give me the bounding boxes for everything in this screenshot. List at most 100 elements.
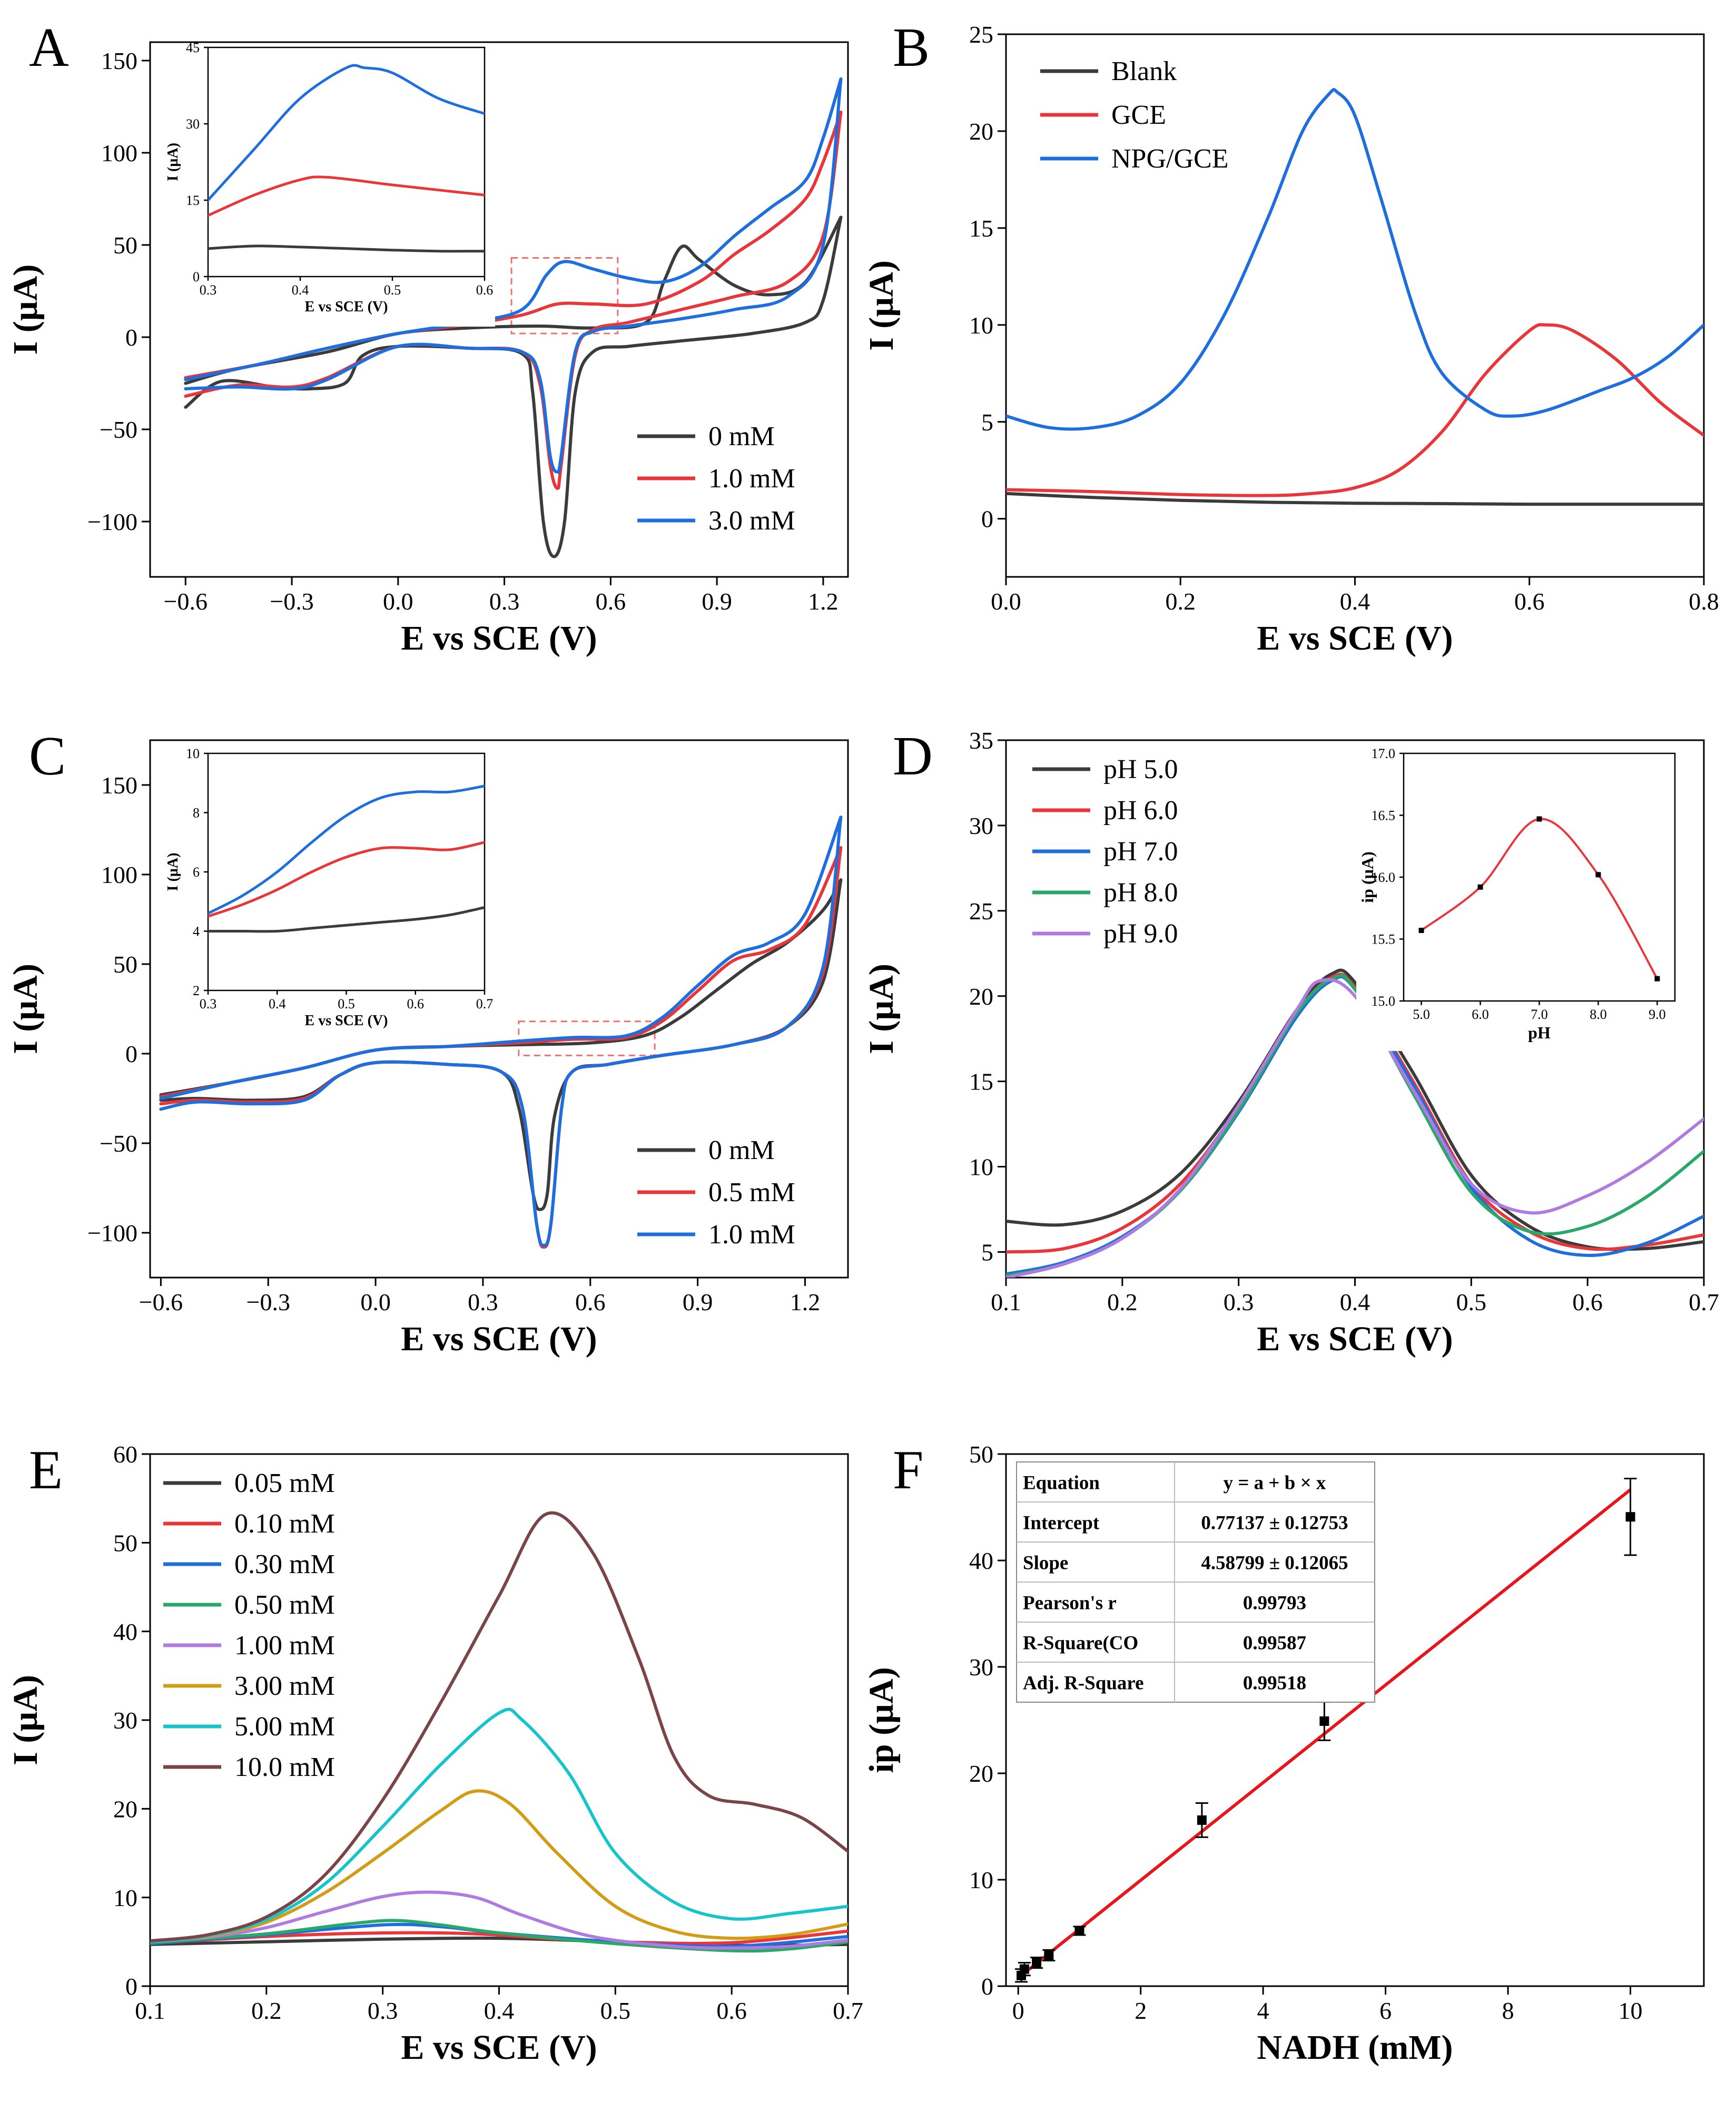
inset-y-tick-label: 2 <box>193 983 200 998</box>
y-tick-label: 35 <box>969 727 993 754</box>
panel-b: B 0.0 0.2 0.4 0.6 0.8 0 5 10 15 20 25 E vs SCE (V) I … <box>862 16 1719 657</box>
legend-label: pH 7.0 <box>1103 837 1178 867</box>
x-tick-label: 0.6 <box>1572 1289 1603 1315</box>
inset-data-point <box>1595 872 1601 878</box>
inset-y-tick-label: 15.0 <box>1372 994 1396 1009</box>
legend-label: 10.0 mM <box>234 1752 335 1782</box>
series-line-1-0-mm <box>208 784 485 915</box>
x-tick-label: 0.4 <box>484 1997 515 2024</box>
inset-data-point <box>1477 884 1483 890</box>
y-tick-label: 10 <box>969 1867 993 1893</box>
x-tick-label: 0.2 <box>1166 588 1196 615</box>
stats-table-key: Adj. R-Square <box>1023 1673 1144 1694</box>
y-tick-label: 60 <box>113 1441 137 1468</box>
panel-letter: E <box>29 1439 63 1500</box>
x-tick-label: −0.6 <box>139 1289 183 1315</box>
y-tick-label: 100 <box>101 861 137 888</box>
y-tick-label: 0 <box>981 1973 993 2000</box>
series-line-0-50-mm <box>150 1919 848 1953</box>
legend-label: 3.0 mM <box>708 506 795 536</box>
legend-label: 0.30 mM <box>234 1549 335 1579</box>
legend-label: 0.50 mM <box>234 1590 335 1620</box>
y-tick-label: 25 <box>969 898 993 925</box>
legend: 0 mM 1.0 mM 3.0 mM <box>637 421 795 536</box>
x-tick-label: 0.2 <box>1107 1289 1138 1315</box>
inset-chart: 0.3 0.4 0.5 0.6 0.7 2 4 6 8 10 E vs SCE (V) I (µA) <box>161 746 495 1040</box>
series-line-3-0-mm <box>184 77 843 381</box>
y-axis-title: I (µA) <box>6 1675 45 1765</box>
series-line-3-00-mm <box>150 1789 848 1943</box>
y-tick-label: 0 <box>125 1973 137 2000</box>
inset-x-tick-label: 0.3 <box>200 996 217 1012</box>
inset-y-tick-label: 16.0 <box>1372 870 1396 885</box>
series-line-0-mm <box>208 906 485 933</box>
series-line-1-00-mm <box>150 1890 848 1950</box>
inset-y-axis-title: I (µA) <box>165 853 181 891</box>
x-tick-label: 0.3 <box>1224 1289 1254 1315</box>
data-point <box>1019 1964 1029 1974</box>
stats-table-value: 0.99587 <box>1243 1633 1306 1654</box>
series-line-1-0-mm <box>159 816 843 1247</box>
x-tick-label: 0.4 <box>1340 588 1370 615</box>
x-tick-label: −0.6 <box>164 588 208 615</box>
series-line-1-0-mm <box>159 816 843 1100</box>
y-tick-label: 50 <box>113 232 137 259</box>
inset-x-tick-label: 6.0 <box>1472 1007 1489 1022</box>
y-tick-label: 20 <box>113 1795 137 1822</box>
y-tick-label: 20 <box>969 983 993 1010</box>
x-tick-label: 0.4 <box>1340 1289 1370 1315</box>
series-line-5-00-mm <box>150 1707 848 1943</box>
legend: 0 mM 0.5 mM 1.0 mM <box>637 1135 795 1250</box>
y-tick-label: 50 <box>113 1529 137 1556</box>
inset-x-tick-label: 0.5 <box>338 996 355 1012</box>
series-line-0-mm <box>208 244 485 253</box>
series-line-10-0-mm <box>150 1511 848 1943</box>
inset-x-tick-label: 8.0 <box>1590 1007 1607 1022</box>
inset-background <box>161 751 495 1040</box>
panel-letter: F <box>893 1439 923 1500</box>
y-tick-label: 15 <box>969 215 993 242</box>
inset-x-tick-label: 7.0 <box>1531 1007 1548 1022</box>
inset-data-point <box>1536 816 1542 822</box>
x-tick-label: 0.9 <box>702 588 732 615</box>
x-axis-title: E vs SCE (V) <box>1257 619 1453 657</box>
y-tick-label: 30 <box>113 1707 137 1734</box>
inset-y-tick-label: 15 <box>186 193 200 208</box>
series-line-ph-9-0 <box>1006 978 1704 1278</box>
series-line-blank <box>1006 492 1704 506</box>
legend-label: pH 8.0 <box>1103 878 1178 908</box>
inset-y-tick-label: 15.5 <box>1372 932 1396 947</box>
inset-x-tick-label: 0.3 <box>200 282 217 298</box>
legend-label: pH 5.0 <box>1103 754 1178 784</box>
legend-label: 0.10 mM <box>234 1509 335 1539</box>
y-tick-label: 40 <box>113 1618 137 1645</box>
y-tick-label: 20 <box>969 1760 993 1787</box>
x-axis-title: E vs SCE (V) <box>401 619 597 657</box>
inset-x-tick-label: 0.4 <box>269 996 286 1012</box>
inset-y-tick-label: 10 <box>186 746 200 761</box>
stats-table-key: R-Square(CO <box>1023 1633 1138 1654</box>
inset-y-tick-label: 8 <box>193 806 200 821</box>
inset-y-tick-label: 17.0 <box>1372 746 1396 761</box>
inset-y-tick-label: 45 <box>186 40 200 55</box>
x-tick-label: 0.3 <box>368 1997 398 2024</box>
series-line-3-0-mm <box>208 64 485 202</box>
y-axis-title: I (µA) <box>862 964 901 1054</box>
inset-x-tick-label: 0.7 <box>476 996 494 1012</box>
legend-label: 1.0 mM <box>708 464 795 494</box>
inset-x-tick-label: 0.4 <box>292 282 309 298</box>
legend: 0.05 mM 0.10 mM 0.30 mM 0.50 mM 1.00 mM 3.00 … <box>163 1468 335 1782</box>
panel-letter: A <box>29 16 69 78</box>
legend-label: GCE <box>1111 100 1166 130</box>
y-tick-label: −50 <box>100 416 137 443</box>
data-point <box>1074 1926 1084 1936</box>
inset-x-tick-label: 0.5 <box>384 282 401 298</box>
series-line-gce <box>1006 323 1704 497</box>
x-tick-label: −0.3 <box>246 1289 290 1315</box>
legend: pH 5.0 pH 6.0 pH 7.0 pH 8.0 pH 9.0 <box>1032 754 1178 949</box>
legend-label: pH 6.0 <box>1103 796 1178 826</box>
x-tick-label: 0.0 <box>383 588 413 615</box>
y-tick-label: 15 <box>969 1068 993 1095</box>
y-tick-label: 25 <box>969 21 993 48</box>
y-tick-label: 10 <box>969 1154 993 1181</box>
